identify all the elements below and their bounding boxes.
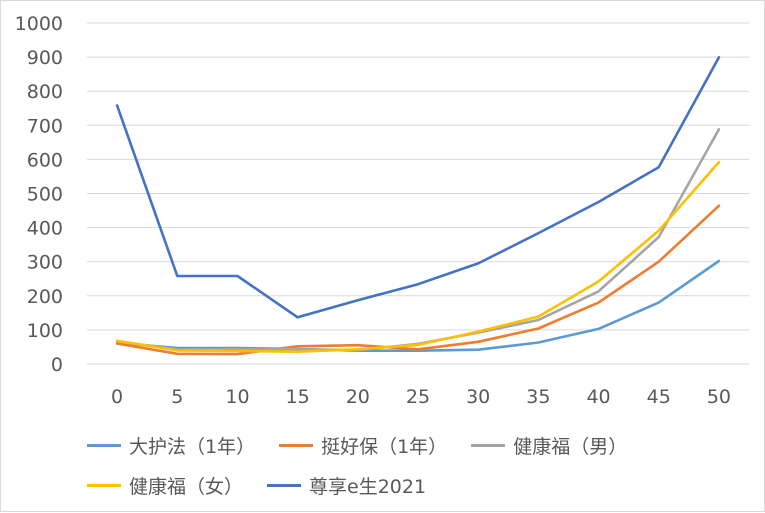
series-line-4 [115, 56, 721, 319]
series-lines [115, 56, 721, 356]
y-tick-label-400: 400 [27, 218, 63, 240]
y-tick-label-600: 600 [27, 149, 63, 171]
legend-label-tinghaobao: 挺好保（1年） [321, 435, 448, 458]
x-tick-label-50: 50 [707, 386, 731, 408]
y-tick-label-0: 0 [51, 354, 63, 376]
legend-row-1: 大护法（1年） 挺好保（1年） 健康福（男） [87, 425, 737, 465]
legend-item-jiankangfu-male: 健康福（男） [471, 432, 627, 459]
y-tick-label-1000: 1000 [15, 13, 63, 35]
series-line-0 [115, 259, 721, 353]
legend-label-dahufa: 大护法（1年） [129, 435, 256, 458]
x-tick-label-35: 35 [526, 386, 550, 408]
legend-item-zunxiang-e-sheng: 尊享e生2021 [267, 472, 426, 499]
legend-label-jiankangfu-male: 健康福（男） [513, 435, 628, 458]
series-line-3 [115, 160, 721, 354]
legend-item-jiankangfu-female: 健康福（女） [87, 472, 243, 499]
y-tick-label-200: 200 [27, 286, 63, 308]
y-tick-label-800: 800 [27, 81, 63, 103]
x-tick-label-30: 30 [466, 386, 490, 408]
gridlines [87, 22, 749, 365]
x-tick-label-20: 20 [346, 386, 370, 408]
x-tick-label-45: 45 [647, 386, 671, 408]
series-line-1 [115, 204, 721, 356]
y-tick-label-700: 700 [27, 115, 63, 137]
legend-swatch-jiankangfu-female [87, 483, 121, 487]
x-tick-label-0: 0 [111, 386, 123, 408]
x-tick-label-25: 25 [406, 386, 430, 408]
y-axis-ticks: 0 100 200 300 400 500 600 700 800 900 1000 [15, 13, 63, 376]
y-tick-label-500: 500 [27, 184, 63, 206]
y-tick-label-300: 300 [27, 252, 63, 274]
y-tick-label-100: 100 [27, 320, 63, 342]
x-tick-label-40: 40 [586, 386, 610, 408]
legend-swatch-zunxiang-e-sheng [267, 483, 302, 487]
y-tick-label-900: 900 [27, 47, 63, 69]
legend: 大护法（1年） 挺好保（1年） 健康福（男） 健康福（女） 尊享e生2021 [87, 425, 737, 505]
legend-item-dahufa: 大护法（1年） [87, 432, 255, 459]
legend-row-2: 健康福（女） 尊享e生2021 [87, 465, 737, 505]
x-tick-label-10: 10 [225, 386, 249, 408]
legend-label-zunxiang-e-sheng: 尊享e生2021 [309, 475, 427, 498]
legend-item-tinghaobao: 挺好保（1年） [279, 432, 447, 459]
x-axis-ticks: 0 5 10 15 20 25 30 35 40 45 50 [111, 386, 731, 408]
legend-label-jiankangfu-female: 健康福（女） [129, 475, 244, 498]
x-tick-label-15: 15 [286, 386, 310, 408]
x-tick-label-5: 5 [171, 386, 183, 408]
legend-swatch-tinghaobao [279, 443, 314, 447]
legend-swatch-jiankangfu-male [471, 443, 506, 447]
legend-swatch-dahufa [87, 443, 121, 447]
